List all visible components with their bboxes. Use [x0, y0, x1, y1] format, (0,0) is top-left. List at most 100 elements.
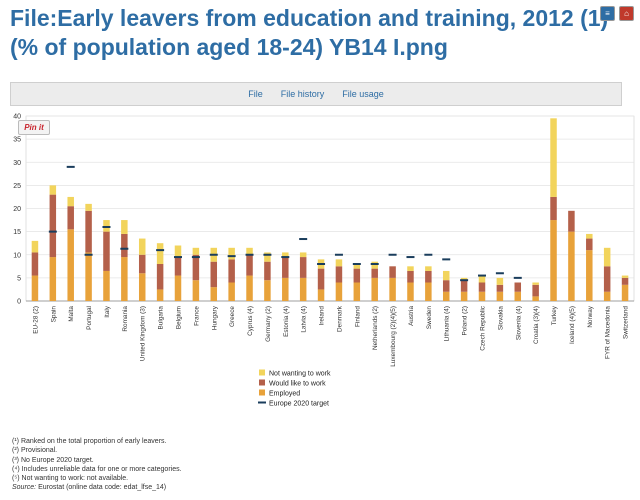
- y-tick-label: 20: [13, 206, 21, 213]
- bar-employed: [31, 275, 39, 301]
- target-marker: [227, 255, 236, 258]
- bar-would-like: [460, 280, 468, 292]
- y-tick-label: 5: [17, 275, 21, 282]
- legend-swatch: [259, 369, 265, 376]
- legend-label: Would like to work: [269, 381, 326, 388]
- bar-would-like: [67, 206, 74, 230]
- x-tick-label: Latvia (4): [301, 306, 308, 333]
- x-tick-label: Turkey: [551, 305, 558, 325]
- footnote: (⁴) Includes unreliable data for one or …: [12, 465, 182, 473]
- bar-not-wanting: [246, 247, 253, 255]
- x-tick-label: Bulgaria: [158, 306, 165, 330]
- bar-not-wanting: [550, 118, 557, 197]
- target-marker: [460, 279, 469, 282]
- y-tick-label: 0: [17, 299, 21, 306]
- target-marker: [352, 263, 361, 265]
- bar-would-like: [425, 270, 432, 283]
- file-icons: ≡ ⌂: [600, 6, 634, 21]
- bar-not-wanting: [442, 270, 450, 281]
- legend-label: Employed: [269, 391, 300, 398]
- target-marker: [120, 247, 129, 250]
- bar-would-like: [138, 254, 146, 274]
- tab-file[interactable]: File: [248, 89, 263, 99]
- x-tick-label: Luxembourg (2)(4)(5): [390, 306, 397, 367]
- target-marker: [370, 263, 379, 265]
- legend-swatch: [259, 379, 265, 386]
- x-tick-label: Switzerland: [623, 306, 630, 339]
- x-tick-label: Belgium: [176, 306, 183, 329]
- bar-employed: [85, 252, 92, 301]
- bar-would-like: [407, 270, 414, 283]
- bar-not-wanting: [192, 247, 200, 255]
- x-tick-label: Greece: [229, 306, 236, 327]
- bar-would-like: [371, 268, 378, 278]
- x-tick-label: Cyprus (4): [247, 306, 254, 336]
- bar-employed: [496, 291, 504, 301]
- tab-bar: File File history File usage: [10, 82, 622, 106]
- bar-not-wanting: [121, 220, 128, 234]
- bar-would-like: [156, 264, 164, 290]
- tab-file-usage[interactable]: File usage: [342, 89, 384, 99]
- bar-would-like: [586, 238, 593, 251]
- bar-employed: [282, 277, 289, 301]
- bar-not-wanting: [353, 264, 361, 269]
- bar-employed: [389, 277, 396, 301]
- target-marker: [478, 274, 486, 277]
- target-marker: [317, 263, 326, 265]
- tab-file-history[interactable]: File history: [280, 89, 325, 99]
- y-tick-label: 10: [13, 252, 21, 259]
- bar-would-like: [174, 257, 182, 276]
- target-marker: [102, 226, 111, 228]
- bar-employed: [67, 229, 74, 301]
- bar-would-like: [514, 282, 522, 292]
- footnote: (¹) Ranked on the total proportion of ea…: [12, 438, 167, 445]
- bar-not-wanting: [478, 275, 486, 283]
- bar-employed: [568, 231, 575, 301]
- bar-not-wanting: [264, 252, 271, 262]
- bar-employed: [550, 220, 557, 301]
- bar-employed: [174, 275, 182, 301]
- bar-employed: [425, 282, 432, 301]
- target-marker: [424, 253, 433, 256]
- bar-would-like: [103, 231, 110, 271]
- pin-it-button[interactable]: Pin it: [18, 120, 50, 135]
- bar-would-like: [299, 257, 307, 278]
- bar-would-like: [228, 259, 235, 283]
- bar-employed: [121, 257, 128, 301]
- bar-employed: [103, 270, 110, 301]
- bar-employed: [156, 289, 164, 301]
- target-marker: [245, 253, 254, 256]
- legend-label: Not wanting to work: [269, 371, 331, 378]
- target-marker: [513, 276, 522, 279]
- bar-not-wanting: [335, 259, 343, 267]
- legend-swatch: [259, 389, 265, 396]
- bar-employed: [317, 289, 325, 301]
- x-tick-label: Germany (2): [265, 306, 272, 342]
- chart: 0 5 10 15 20 25 30 35 40 EU-28 (2) Spain Malta Portu…: [13, 114, 635, 408]
- bar-employed: [264, 280, 271, 301]
- x-tick-label: EU-28 (2): [32, 306, 39, 334]
- bar-would-like: [568, 210, 575, 232]
- footnote: (²) Provisional.: [12, 447, 58, 455]
- x-tick-label: Italy: [104, 305, 111, 318]
- bar-employed: [210, 287, 218, 301]
- bar-not-wanting: [31, 240, 39, 253]
- target-marker: [299, 238, 308, 241]
- footnote: (⁵) Not wanting to work: not available.: [12, 475, 129, 483]
- x-tick-label: Sweden: [426, 306, 433, 330]
- bar-employed: [514, 291, 522, 301]
- bar-not-wanting: [138, 238, 146, 255]
- bar-not-wanting: [228, 247, 235, 260]
- x-tick-label: Slovenia (4): [515, 306, 522, 340]
- bar-would-like: [85, 210, 92, 253]
- footnotes: (¹) Ranked on the total proportion of ea…: [12, 437, 412, 493]
- pdf-icon[interactable]: ⌂: [619, 6, 634, 21]
- x-tick-label: Czech Republic: [480, 305, 487, 351]
- file-icon[interactable]: ≡: [600, 6, 615, 21]
- bar-not-wanting: [156, 243, 164, 264]
- legend-label: Europe 2020 target: [269, 401, 329, 408]
- bar-would-like: [282, 257, 289, 278]
- bar-not-wanting: [407, 266, 414, 271]
- bar-employed: [442, 291, 450, 301]
- bar-employed: [353, 282, 361, 301]
